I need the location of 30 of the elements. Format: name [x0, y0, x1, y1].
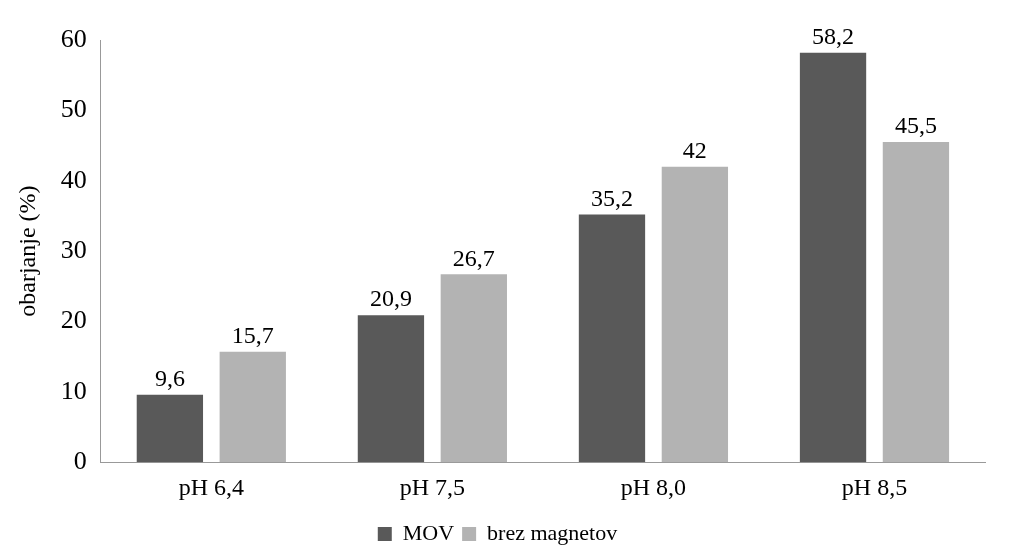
bar: [440, 274, 507, 463]
bar: [357, 315, 425, 463]
data-label: 20,9: [369, 285, 412, 312]
y-tick-label: 20: [60, 305, 87, 335]
bar: [578, 214, 646, 463]
y-tick-label: 60: [60, 23, 87, 53]
y-axis-title: obarjanje (%): [13, 185, 40, 317]
x-tick-label: pH 8,0: [620, 473, 687, 500]
legend-label: brez magnetov: [487, 519, 618, 545]
bar: [136, 394, 204, 463]
y-tick-label: 50: [60, 94, 87, 124]
data-label: 15,7: [231, 322, 274, 349]
y-tick-label: 30: [60, 234, 87, 264]
data-label: 26,7: [452, 244, 495, 271]
bar: [882, 142, 950, 463]
data-label: 35,2: [590, 184, 633, 211]
data-label: 42: [682, 136, 707, 163]
bar: [799, 52, 867, 463]
bar: [219, 351, 286, 463]
y-tick-label: 10: [60, 375, 87, 405]
legend-label: MOV: [402, 519, 455, 545]
data-label: 45,5: [894, 112, 937, 139]
data-label: 9,6: [154, 364, 185, 391]
bar: [661, 166, 729, 463]
x-tick-label: pH 7,5: [399, 473, 466, 500]
y-tick-label: 40: [60, 164, 87, 194]
x-tick-label: pH 8,5: [841, 473, 908, 500]
y-tick-label: 0: [73, 446, 87, 476]
data-label: 58,2: [812, 22, 855, 49]
x-tick-label: pH 6,4: [178, 473, 244, 500]
